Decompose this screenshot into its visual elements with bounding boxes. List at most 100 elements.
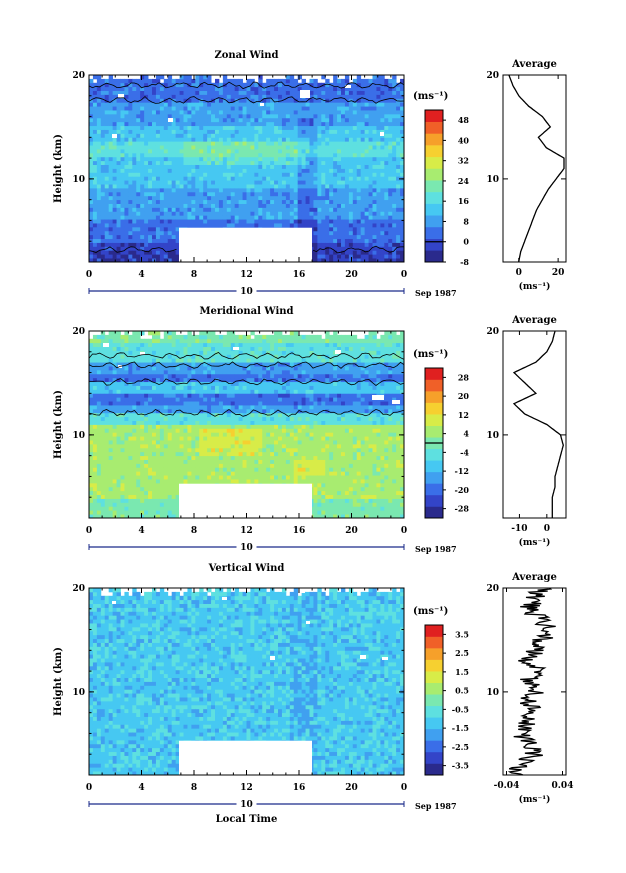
- heatmap-cell: [278, 98, 283, 103]
- heatmap-cell: [400, 180, 405, 185]
- heatmap-cell: [128, 78, 133, 84]
- heatmap-cell: [191, 195, 196, 201]
- heatmap-cell: [376, 149, 381, 154]
- heatmap-cell: [270, 145, 275, 150]
- heatmap-cell: [136, 234, 141, 240]
- heatmap-cell: [344, 160, 350, 166]
- heatmap-cell: [148, 486, 153, 492]
- heatmap-cell: [254, 187, 259, 193]
- heatmap-cell: [163, 199, 169, 204]
- heatmap-cell: [222, 90, 228, 95]
- heatmap-cell: [372, 195, 377, 201]
- heatmap-cell: [124, 149, 129, 154]
- heatmap-cell: [344, 226, 350, 232]
- x-tick-label: 8: [191, 270, 197, 280]
- heatmap-cell: [159, 385, 165, 390]
- heatmap-cell: [116, 451, 121, 457]
- heatmap-cell: [266, 78, 271, 84]
- heatmap-cell: [344, 215, 350, 220]
- heatmap-cell: [89, 377, 94, 383]
- heatmap-cell: [376, 168, 381, 173]
- data-gap: [300, 90, 310, 98]
- heatmap-cell: [388, 246, 393, 251]
- heatmap-cell: [246, 110, 251, 115]
- heatmap-cell: [376, 184, 381, 189]
- heatmap-cell: [392, 254, 397, 259]
- heatmap-cell: [211, 219, 216, 224]
- heatmap-cell: [372, 168, 377, 173]
- heatmap-cell: [183, 141, 188, 146]
- heatmap-cell: [226, 223, 232, 228]
- heatmap-cell: [96, 129, 102, 134]
- heatmap-cell: [104, 215, 110, 220]
- heatmap-cell: [128, 366, 133, 371]
- heatmap-cell: [289, 223, 295, 228]
- heatmap-cell: [341, 180, 346, 185]
- heatmap-cell: [352, 168, 358, 173]
- heatmap-cell: [337, 219, 342, 224]
- heatmap-cell: [226, 199, 232, 204]
- heatmap-cell: [108, 342, 114, 347]
- heatmap-cell: [187, 184, 192, 189]
- heatmap-cell: [155, 223, 161, 228]
- heatmap-cell: [92, 82, 98, 88]
- heatmap-cell: [155, 362, 161, 367]
- heatmap-cell: [100, 164, 106, 169]
- heatmap-cell: [329, 94, 334, 99]
- heatmap-cell: [380, 242, 385, 247]
- heatmap-cell: [321, 94, 326, 99]
- heatmap-cell: [155, 141, 161, 146]
- heatmap-cell: [148, 195, 153, 201]
- heatmap-cell: [344, 90, 350, 95]
- colorbar-swatch: [425, 250, 443, 263]
- colorbar-swatch: [425, 215, 443, 228]
- heatmap-cell: [144, 362, 149, 367]
- heatmap-cell: [132, 102, 137, 107]
- heatmap-cell: [179, 160, 184, 166]
- heatmap-cell: [215, 195, 220, 201]
- heatmap-cell: [140, 82, 145, 88]
- heatmap-cell: [175, 223, 180, 228]
- heatmap-cell: [234, 187, 240, 193]
- heatmap-cell: [392, 176, 397, 181]
- heatmap-cell: [242, 145, 247, 150]
- heatmap-cell: [144, 203, 149, 208]
- heatmap-cell: [380, 121, 385, 127]
- heatmap-cell: [321, 156, 326, 162]
- heatmap-cell: [258, 121, 263, 127]
- heatmap-cell: [270, 215, 275, 220]
- heatmap-cell: [368, 145, 373, 150]
- heatmap-cell: [392, 215, 397, 220]
- heatmap-cell: [215, 176, 220, 181]
- heatmap-cell: [96, 176, 102, 181]
- heatmap-cell: [207, 82, 212, 88]
- heatmap-cell: [356, 184, 362, 189]
- heatmap-cell: [352, 129, 358, 134]
- heatmap-cell: [159, 373, 165, 379]
- heatmap-cell: [215, 211, 220, 216]
- heatmap-cell: [230, 129, 236, 134]
- heatmap-cell: [211, 215, 216, 220]
- heatmap-cell: [148, 191, 153, 197]
- heatmap-cell: [167, 412, 173, 418]
- heatmap-cell: [254, 86, 259, 91]
- heatmap-cell: [132, 191, 137, 197]
- heatmap-cell: [364, 195, 369, 201]
- heatmap-cell: [203, 172, 208, 177]
- heatmap-cell: [96, 393, 102, 398]
- heatmap-cell: [112, 405, 117, 410]
- heatmap-cell: [313, 172, 318, 177]
- heatmap-cell: [325, 191, 330, 197]
- heatmap-cell: [108, 475, 114, 480]
- heatmap-cell: [222, 117, 228, 123]
- heatmap-cell: [183, 110, 188, 115]
- heatmap-cell: [325, 113, 330, 119]
- heatmap-cell: [396, 113, 401, 119]
- heatmap-cell: [128, 152, 133, 158]
- heatmap-cell: [89, 455, 94, 460]
- heatmap-cell: [238, 152, 243, 158]
- heatmap-cell: [344, 117, 350, 123]
- heatmap-cell: [266, 102, 271, 107]
- heatmap-cell: [341, 203, 346, 208]
- heatmap-cell: [171, 486, 177, 492]
